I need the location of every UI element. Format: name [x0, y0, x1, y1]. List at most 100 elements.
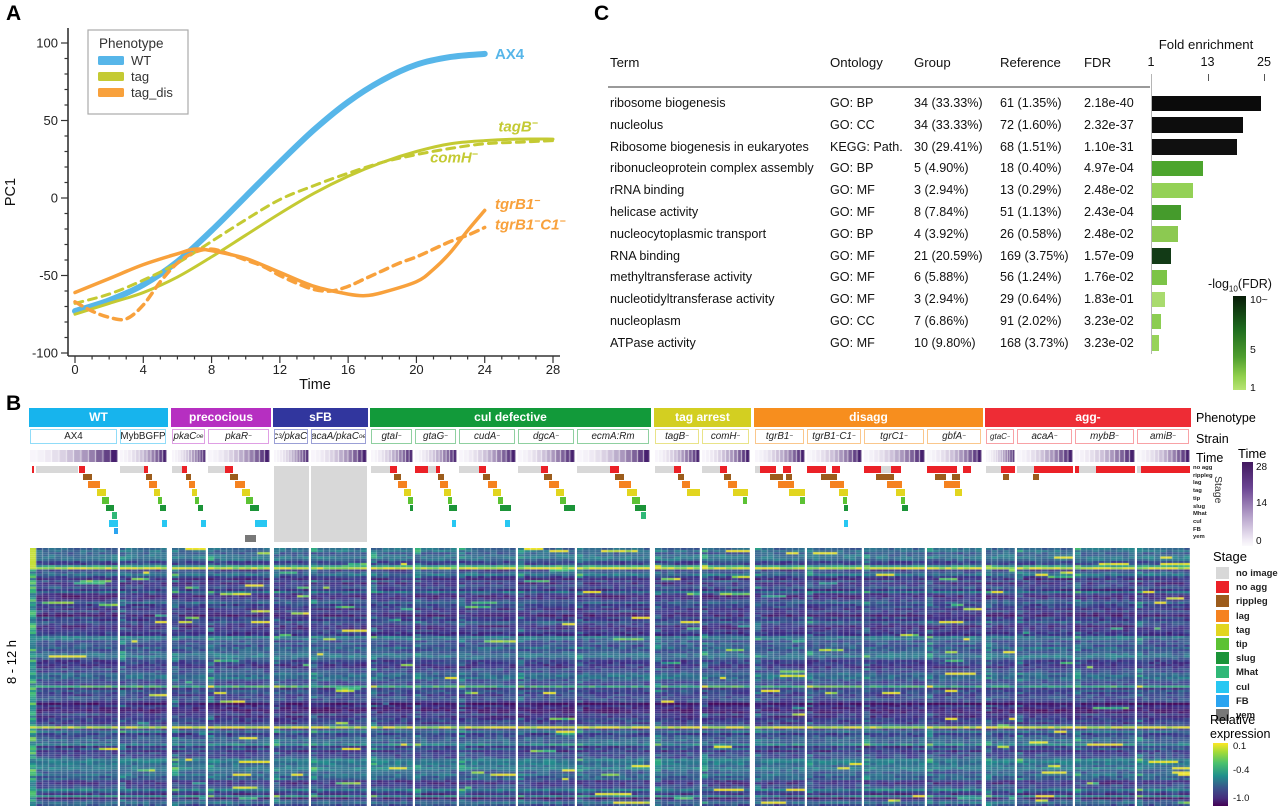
cell-fdr: 1.83e-01 — [1084, 292, 1134, 307]
stage-segment — [451, 520, 457, 527]
stage-segment — [887, 481, 902, 489]
stage-segment — [415, 466, 428, 473]
cell-group: 3 (2.94%) — [914, 183, 969, 198]
fold-enrichment-title: Fold enrichment — [1158, 37, 1254, 52]
stage-segment — [728, 481, 737, 489]
fold-axis-tick-mark — [1207, 74, 1209, 81]
cell-group: 8 (7.84%) — [914, 205, 969, 219]
stage-segment — [1003, 473, 1010, 481]
enrichment-bar — [1152, 117, 1244, 133]
svg-text:-100: -100 — [32, 346, 58, 361]
stage-segment — [626, 489, 637, 496]
stage-segment — [153, 489, 160, 496]
stage-segment — [838, 489, 848, 496]
stage-segment — [497, 496, 504, 504]
enrichment-bar — [1152, 182, 1193, 199]
cell-term: nucleolus — [610, 117, 664, 132]
stage-segment — [242, 489, 251, 496]
enrichment-bar — [1152, 335, 1159, 351]
stage-segment — [619, 481, 631, 489]
stage-segment — [403, 489, 411, 496]
enrichment-bar — [1152, 291, 1165, 308]
stage-row-label: Mhat — [1193, 511, 1207, 518]
stage-segment — [844, 520, 849, 527]
expression-legend-title2: expression — [1210, 727, 1271, 741]
stage-row-label: tag — [1193, 488, 1202, 495]
stage-segment — [159, 504, 166, 512]
stage-segment — [760, 466, 776, 473]
stage-segment — [96, 489, 106, 496]
heatmap-column — [371, 548, 413, 806]
stage-segment — [635, 504, 647, 512]
expression-tick-label: 0.1 — [1233, 741, 1247, 752]
phenotype-group-header: cul defective — [370, 408, 651, 427]
cell-ontology: GO: BP — [830, 96, 874, 110]
cell-reference: 68 (1.51%) — [1000, 139, 1062, 154]
table-row: nucleocytoplasmic transport GO: BP 4 (3.92… — [596, 224, 1280, 246]
phenotype-group-header: WT — [29, 408, 168, 427]
cell-term: methyltransferase activity — [610, 270, 753, 285]
cell-fdr: 1.10e-31 — [1084, 139, 1134, 154]
time-strip — [702, 450, 750, 462]
heatmap-row-block-label: 8 - 12 h — [4, 639, 19, 685]
phenotype-group-header: disagg — [754, 408, 983, 427]
stage-segment — [311, 466, 367, 543]
table-row: ribosome biogenesis GO: BP 34 (33.33%) 61 (… — [596, 93, 1280, 115]
expression-legend-title: Relative — [1210, 713, 1256, 727]
heatmap-column — [415, 548, 457, 806]
stage-segment — [777, 481, 794, 489]
stage-segment — [189, 481, 196, 489]
stage-segment — [895, 489, 906, 496]
svg-text:50: 50 — [44, 113, 58, 128]
svg-text:100: 100 — [36, 36, 58, 51]
stage-segment — [149, 481, 157, 489]
enrichment-bar — [1152, 248, 1171, 264]
cell-term: nucleotidyltransferase activity — [610, 292, 775, 307]
panel-b-label: B — [6, 392, 22, 415]
time-strip — [274, 450, 309, 462]
stage-segment — [225, 466, 233, 473]
strain-box: mybB − — [1075, 429, 1134, 444]
time-strip — [1137, 450, 1190, 462]
stage-segment — [1033, 466, 1073, 473]
stage-segment — [82, 473, 92, 481]
cell-group: 3 (2.94%) — [914, 292, 969, 307]
stage-segment — [245, 535, 257, 543]
table-row: nucleoplasm GO: CC 7 (6.86%) 91 (2.02%) 3.23… — [596, 311, 1280, 333]
strain-box: tgrB1− C1− — [807, 429, 861, 444]
stage-segment — [962, 466, 971, 473]
time-legend-title: Time — [1238, 446, 1267, 461]
series-AX4 — [72, 50, 488, 315]
cell-group: 34 (33.33%) — [914, 117, 983, 132]
x-axis-label: Time — [299, 377, 331, 393]
phenotype-group-label: agg- — [1075, 410, 1101, 424]
stage-segment — [88, 481, 101, 489]
expression-colorbar — [1213, 743, 1228, 806]
cell-term: rRNA binding — [610, 183, 685, 198]
table-row: helicase activity GO: MF 8 (7.84%) 51 (1.13… — [596, 202, 1280, 224]
stage-segment — [755, 466, 760, 473]
stage-segment — [36, 466, 79, 473]
enrichment-table: Term Ontology Group Reference FDR Fold enrich… — [596, 0, 1280, 396]
stage-legend-swatch — [1216, 609, 1229, 622]
stage-segment — [577, 466, 610, 473]
svg-text:-50: -50 — [39, 268, 58, 283]
cell-reference: 61 (1.35%) — [1000, 96, 1062, 110]
stage-segment — [724, 473, 731, 481]
time-strip — [864, 450, 925, 462]
stage-segment — [678, 473, 685, 481]
stage-legend-label: tag — [1236, 624, 1251, 636]
strain-box: gtaI − — [371, 429, 412, 444]
strain-box: acaA − — [1017, 429, 1072, 444]
stage-segment — [200, 520, 206, 527]
stage-segment — [79, 466, 86, 473]
fdr-tick-label: 1 — [1250, 382, 1256, 394]
stage-segment — [954, 489, 963, 496]
stage-segment — [742, 496, 747, 504]
cell-group: 21 (20.59%) — [914, 248, 983, 263]
stage-segment — [632, 496, 640, 504]
time-tick-label: 0 — [1256, 536, 1262, 547]
stage-segment — [807, 466, 827, 473]
